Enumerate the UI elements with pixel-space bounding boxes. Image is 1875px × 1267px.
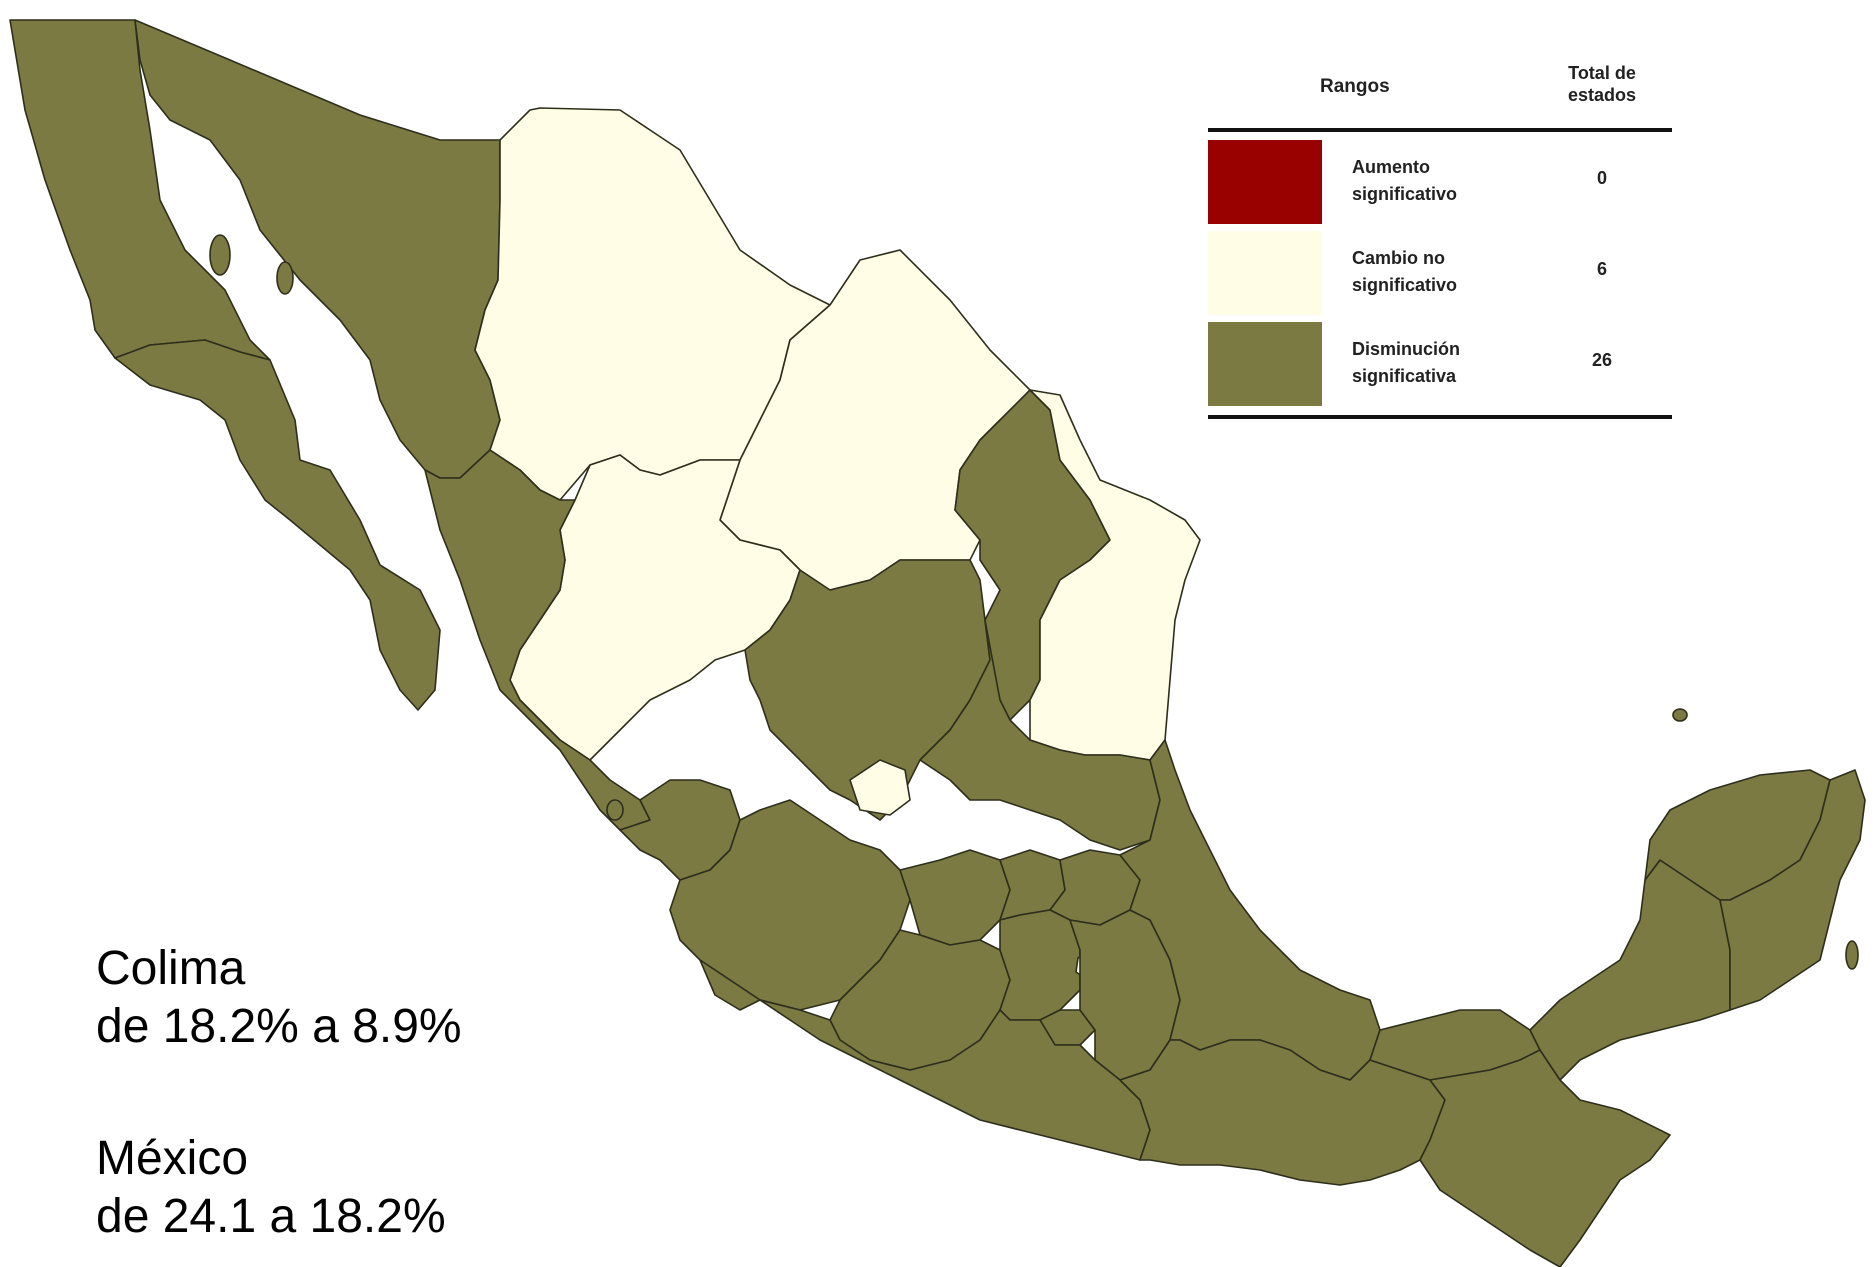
state-sonora <box>134 19 501 479</box>
island-angel-de-la-guarda <box>276 261 294 295</box>
annotation-mexico-change: de 24.1 a 18.2% <box>96 1190 446 1243</box>
legend-count-decrease: 26 <box>1591 350 1613 370</box>
state-estado-de-mexico <box>999 909 1081 1021</box>
state-san-luis-potosi <box>919 619 1161 851</box>
state-chiapas <box>1419 1049 1671 1267</box>
legend-label-increase: Aumento significativo <box>1352 157 1458 204</box>
annotation-colima-name: Colima <box>96 942 246 995</box>
legend-swatch-increase <box>1208 140 1322 224</box>
state-campeche <box>1529 859 1731 1081</box>
legend-count-no-change: 6 <box>1596 259 1607 279</box>
state-quintana-roo <box>1719 769 1866 1011</box>
state-aguascalientes <box>849 759 911 816</box>
legend-row-increase: Aumento significativo 0 <box>1208 132 1672 224</box>
legend-header-total: Total de estados <box>1567 63 1637 105</box>
legend-row-no-change: Cambio no significativo 6 <box>1208 223 1672 315</box>
legend-swatch-no-change <box>1208 231 1322 315</box>
island-tiburon <box>209 234 231 276</box>
island-marias <box>606 799 624 821</box>
state-colima <box>699 959 761 1011</box>
island-reef <box>1672 708 1688 722</box>
legend-swatch-decrease <box>1208 322 1322 406</box>
legend-top-rule <box>1208 128 1672 132</box>
annotation-colima-change: de 18.2% a 8.9% <box>96 1000 462 1053</box>
legend-bottom-rule <box>1208 415 1672 419</box>
state-baja-california-sur <box>114 339 441 711</box>
annotation-mexico-name: México <box>96 1132 249 1185</box>
legend-header: Rangos Total de estados <box>1208 58 1672 128</box>
legend: Rangos Total de estados Aumento signific… <box>1208 58 1672 419</box>
legend-label-no-change: Cambio no significativo <box>1352 248 1458 295</box>
legend-row-decrease: Disminución significativa 26 <box>1208 314 1672 406</box>
legend-count-increase: 0 <box>1596 168 1607 188</box>
annotation-block: Colima de 18.2% a 8.9% México de 24.1 a … <box>96 940 462 1246</box>
legend-label-decrease: Disminución significativa <box>1352 339 1461 386</box>
island-cozumel <box>1845 940 1859 970</box>
state-guanajuato <box>899 849 1011 946</box>
legend-header-ranges: Rangos <box>1320 76 1390 97</box>
state-sinaloa <box>424 449 651 831</box>
